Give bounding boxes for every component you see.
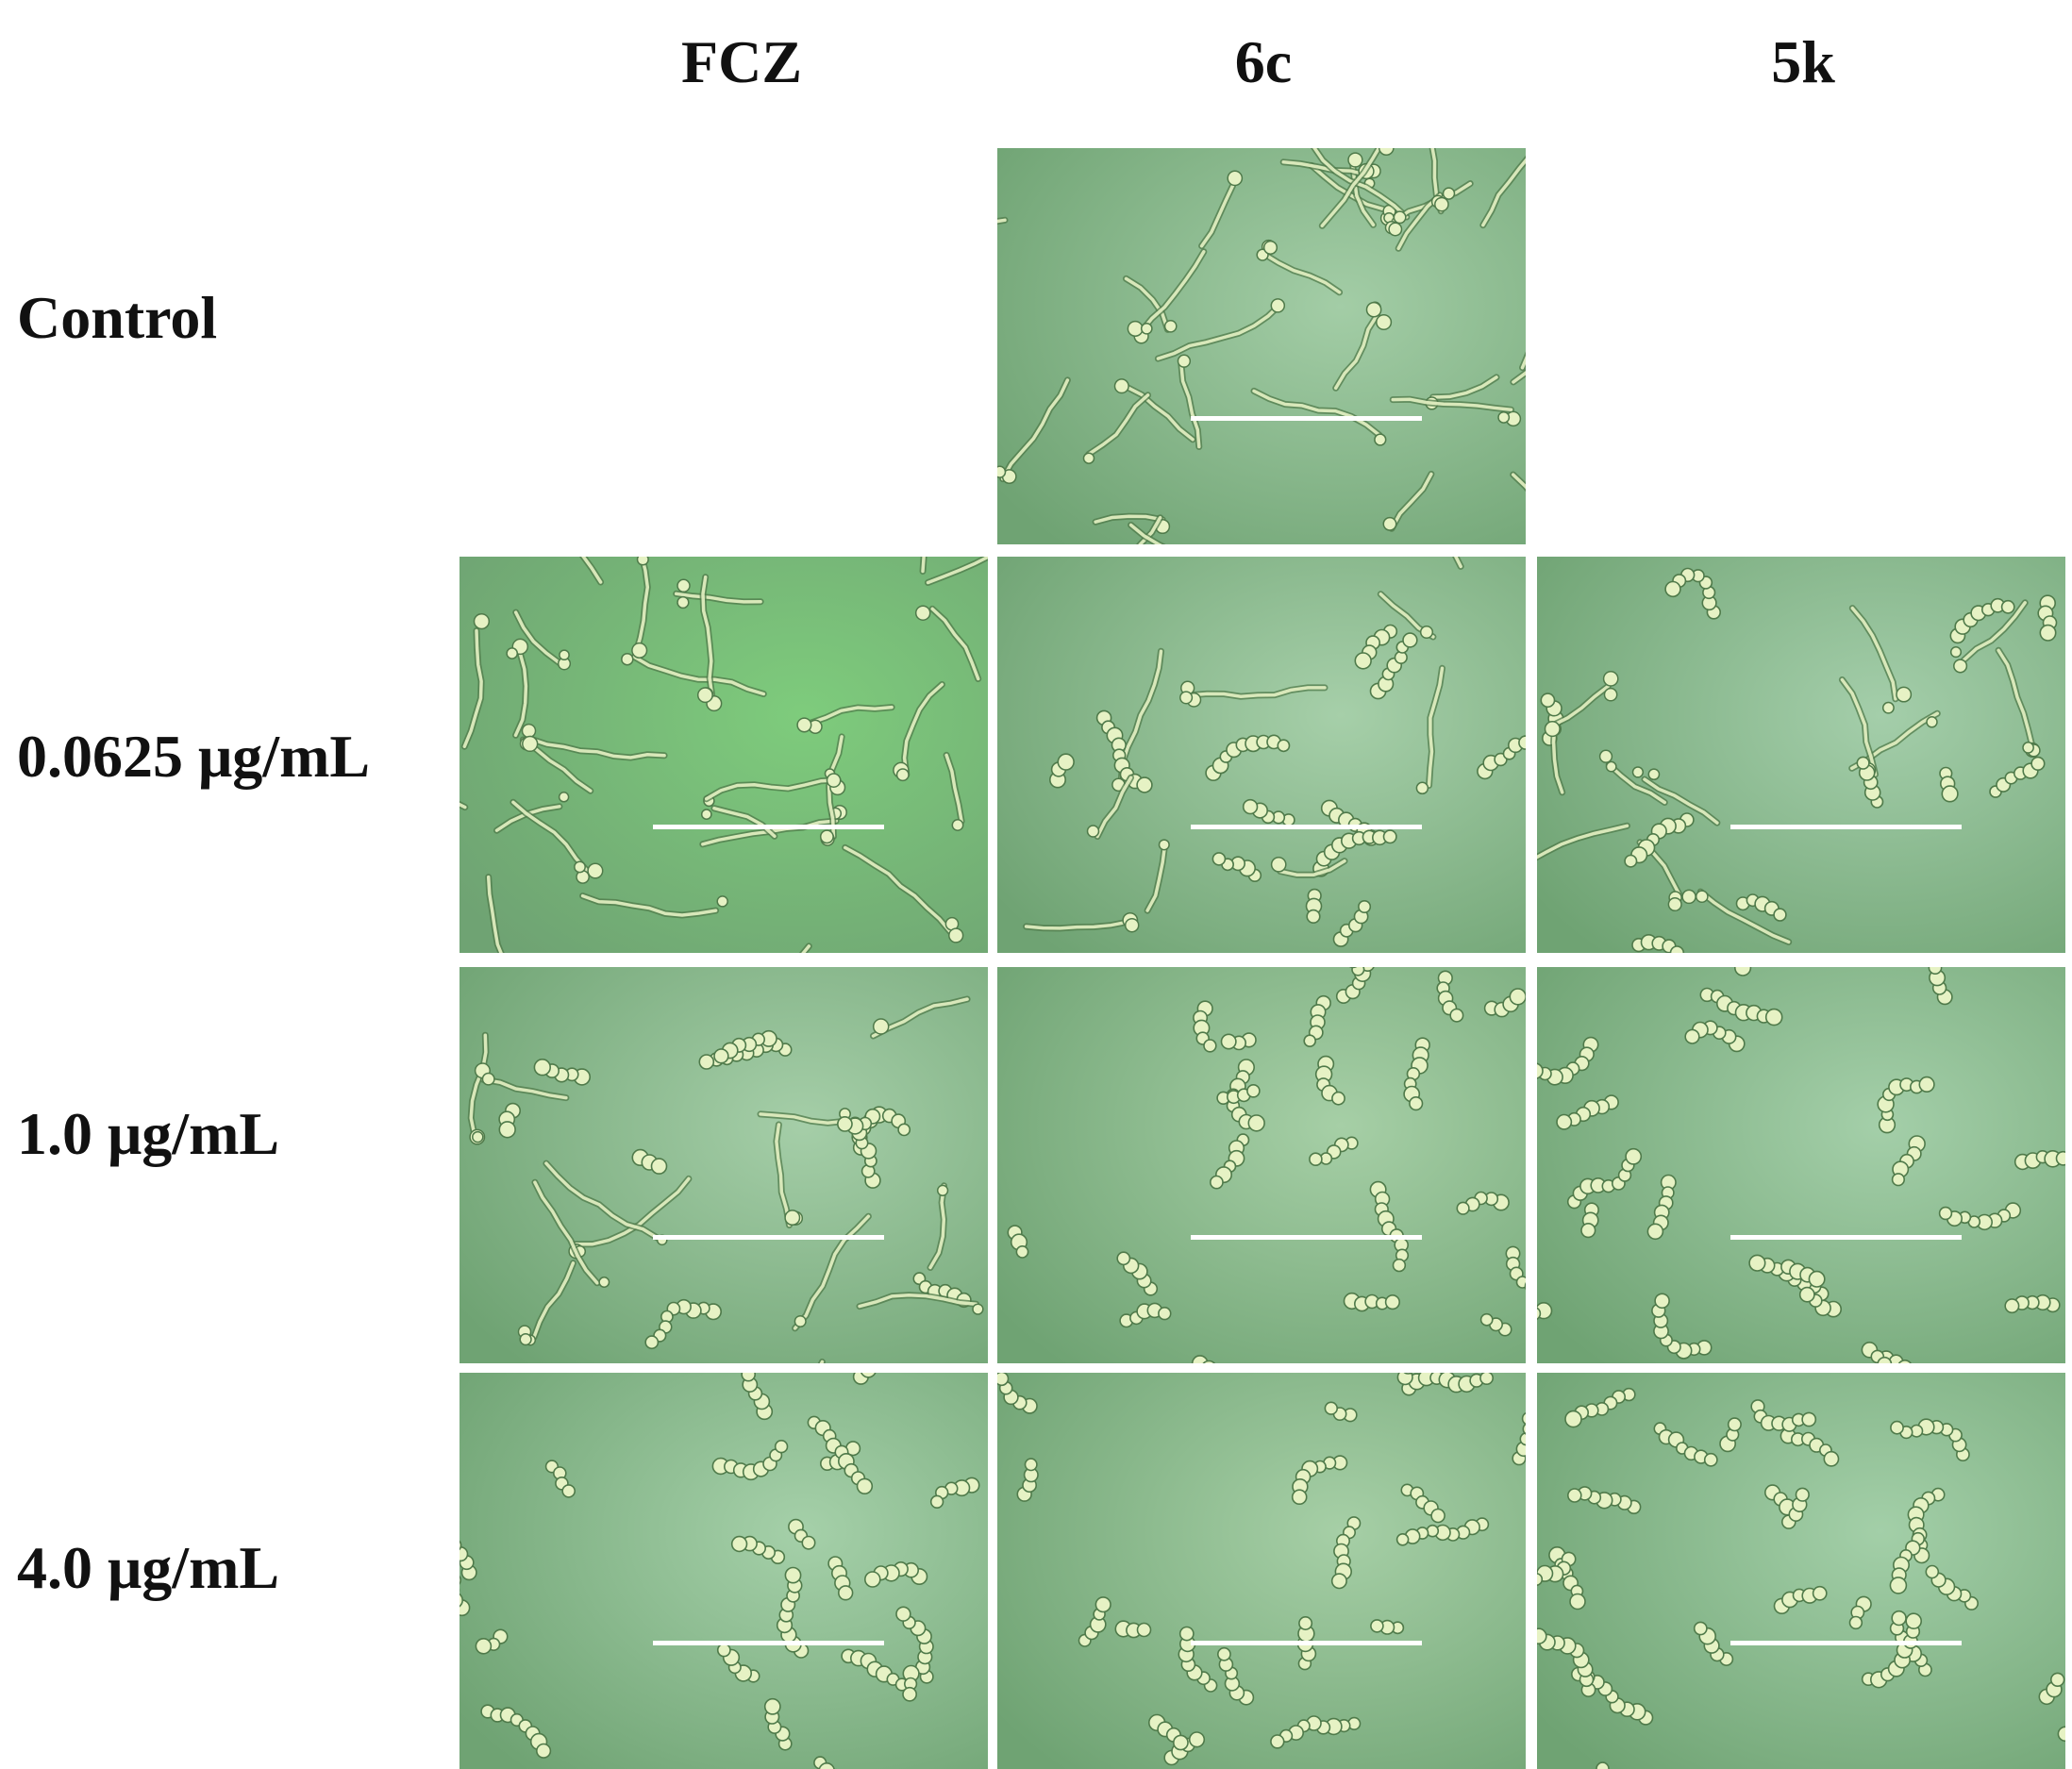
cell-clusters (1537, 567, 2058, 953)
row-label-4-0: 4.0 μg/mL (17, 1534, 280, 1601)
micrograph-0-0625-fcz (460, 557, 988, 953)
scale-bar (1191, 416, 1422, 421)
micrograph-4-0-6c (997, 1373, 1526, 1769)
panel-background (997, 967, 1526, 1363)
micrograph-1-0-5k (1537, 967, 2065, 1363)
scale-bar (1730, 1235, 1962, 1240)
scale-bar (653, 825, 884, 829)
panel-background (997, 557, 1526, 953)
micrograph-0-0625-5k (1537, 557, 2065, 953)
cell-clusters (460, 1373, 980, 1769)
column-header-5k: 5k (1771, 28, 1835, 95)
scale-bar (1730, 1641, 1962, 1645)
scale-bar (1191, 1235, 1422, 1240)
micrograph-1-0-6c (997, 967, 1526, 1363)
row-label-control: Control (17, 284, 218, 351)
micrograph-1-0-fcz (460, 967, 988, 1363)
panel-background (1537, 967, 2065, 1363)
cell-clusters (997, 1373, 1526, 1766)
column-header-6c: 6c (1234, 28, 1293, 95)
scale-bar (653, 1641, 884, 1645)
column-header-fcz: FCZ (681, 28, 802, 95)
cell-clusters (1537, 967, 2065, 1363)
scale-bar (1730, 825, 1962, 829)
cell-clusters (1007, 967, 1526, 1363)
micrograph-4-0-fcz (460, 1373, 988, 1769)
micrograph-4-0-5k (1537, 1373, 2065, 1769)
cell-clusters (1537, 1387, 2065, 1769)
micrograph-0-0625-6c (997, 557, 1526, 953)
cell-clusters (460, 557, 988, 953)
cell-clusters (467, 995, 984, 1363)
row-label-0-0625: 0.0625 μg/mL (17, 723, 371, 790)
cell-clusters (997, 148, 1526, 544)
scale-bar (653, 1235, 884, 1240)
panel-background (997, 148, 1526, 544)
scale-bar (1191, 1641, 1422, 1645)
row-label-1-0: 1.0 μg/mL (17, 1100, 280, 1167)
scale-bar (1191, 825, 1422, 829)
panel-background (460, 967, 988, 1363)
panel-background (997, 1373, 1526, 1769)
micrograph-control-6c (997, 148, 1526, 544)
